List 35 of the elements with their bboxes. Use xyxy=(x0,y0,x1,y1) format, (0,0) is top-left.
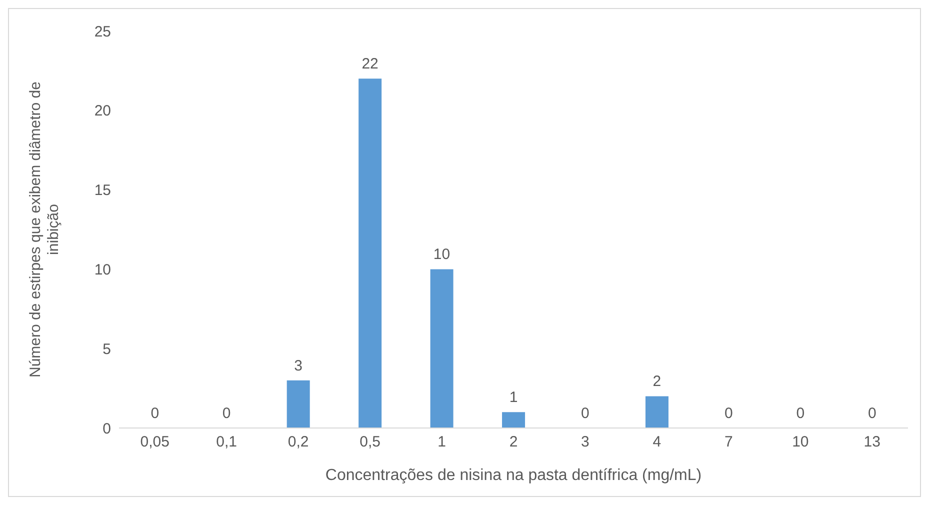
x-tick-label: 3 xyxy=(581,434,590,451)
bar xyxy=(430,269,454,428)
data-label: 2 xyxy=(652,373,662,390)
y-axis-title: Número de estirpes que exibem diâmetro de inibição xyxy=(27,82,62,378)
bar xyxy=(502,412,526,428)
x-tick-label: 7 xyxy=(724,434,733,451)
x-tick-label: 0,5 xyxy=(360,434,380,451)
data-label: 0 xyxy=(581,405,590,422)
y-tick-label: 0 xyxy=(102,420,111,438)
y-tick-label: 5 xyxy=(102,340,111,358)
y-tick-label: 10 xyxy=(94,262,111,279)
data-label: 0 xyxy=(724,405,733,422)
x-tick-label: 0,2 xyxy=(288,434,309,451)
x-tick-label: 2 xyxy=(509,434,518,451)
y-tick-label: 25 xyxy=(94,23,111,40)
x-tick-label: 4 xyxy=(652,434,662,451)
y-tick-label: 20 xyxy=(94,102,111,120)
bar xyxy=(645,396,668,428)
data-label: 0 xyxy=(150,405,160,422)
data-label: 10 xyxy=(433,246,450,264)
x-tick-label: 0,05 xyxy=(140,434,170,451)
bar xyxy=(286,380,310,428)
data-label: 1 xyxy=(509,389,518,406)
data-label: 0 xyxy=(796,405,805,422)
x-tick-label: 0,1 xyxy=(216,434,238,451)
bar xyxy=(358,78,382,428)
data-label: 0 xyxy=(222,405,231,422)
x-tick-label: 10 xyxy=(792,434,809,451)
data-label: 22 xyxy=(362,56,378,73)
x-tick-label: 13 xyxy=(864,434,880,451)
data-label: 3 xyxy=(294,357,302,374)
y-tick-label: 15 xyxy=(94,182,111,200)
x-axis-title: Concentrações de nisina na pasta dentífrica (mg/mL) xyxy=(325,467,702,484)
data-label: 0 xyxy=(868,405,876,422)
x-tick-label: 1 xyxy=(438,434,446,451)
